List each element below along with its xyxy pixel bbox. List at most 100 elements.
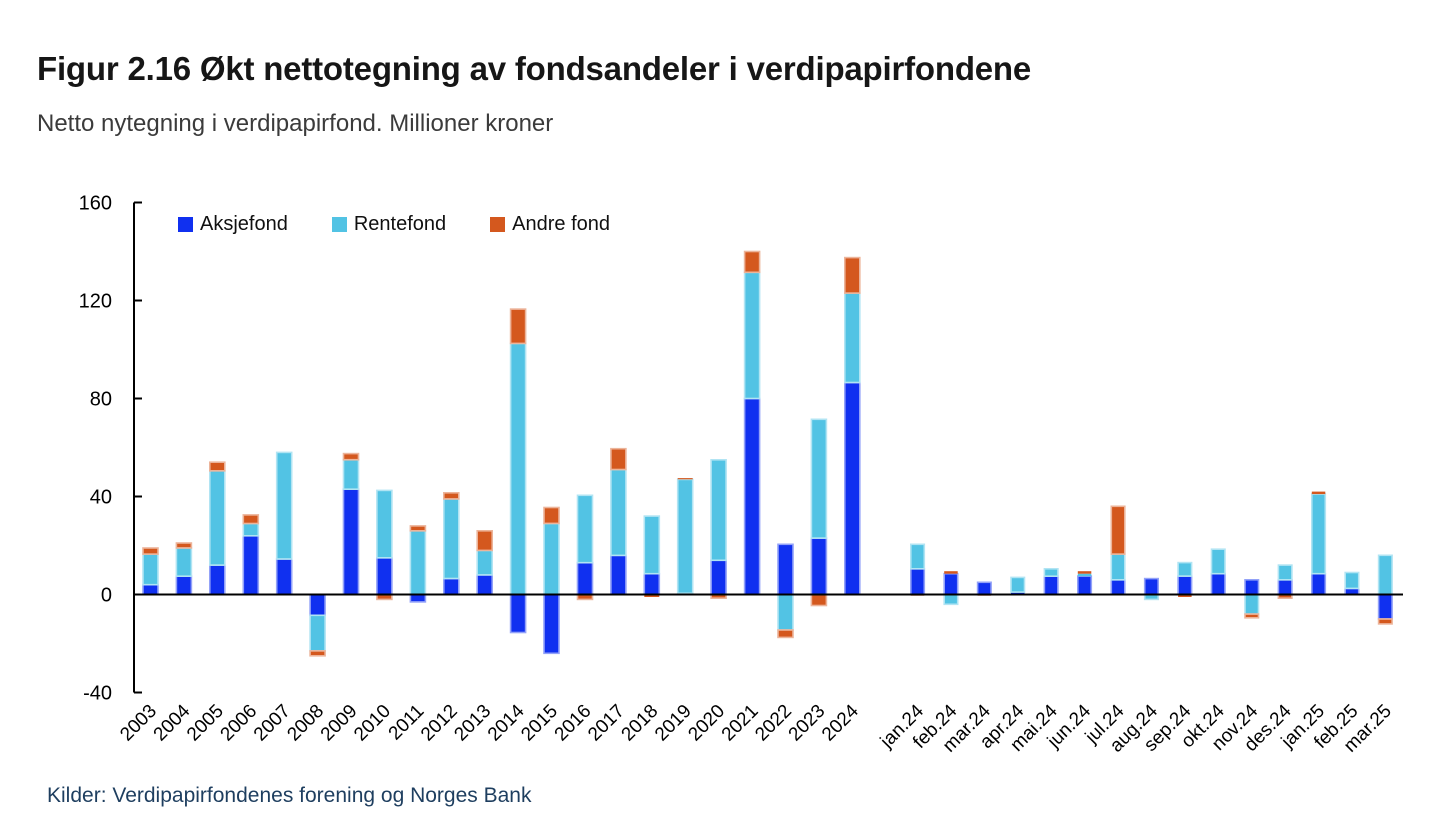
- bar-2009-andre-fond: [342, 452, 360, 461]
- x-label-2018: 2018: [618, 701, 663, 746]
- x-label-2022: 2022: [751, 701, 796, 746]
- bar-2020-aksjefond: [710, 559, 727, 596]
- bar-jan.25-rentefond: [1311, 493, 1327, 575]
- x-label-2006: 2006: [217, 701, 262, 746]
- x-label-2012: 2012: [417, 701, 462, 746]
- bar-nov.24-andre-fond: [1244, 613, 1260, 619]
- bar-2023-rentefond: [810, 418, 828, 539]
- y-label-80: 80: [90, 389, 112, 411]
- x-label-2010: 2010: [350, 701, 395, 746]
- bar-2022-andre-fond: [777, 629, 794, 639]
- bar-2014-andre-fond: [509, 308, 527, 345]
- bar-2021-andre-fond: [743, 250, 761, 274]
- bar-2004-andre-fond: [175, 542, 193, 549]
- x-label-2017: 2017: [584, 701, 629, 746]
- bar-2013-rentefond: [476, 549, 494, 576]
- bar-jun.24-aksjefond: [1077, 575, 1093, 596]
- legend-label-rentefond: Rentefond: [353, 213, 447, 235]
- legend-item-rentefond: Rentefond: [331, 213, 447, 236]
- bar-mai.24-aksjefond: [1043, 575, 1059, 596]
- bar-okt.24-rentefond: [1210, 548, 1226, 575]
- bar-jan.24-aksjefond: [909, 567, 926, 596]
- bar-2008-andre-fond: [309, 650, 326, 657]
- bar-sep.24-rentefond: [1177, 561, 1193, 577]
- x-label-2013: 2013: [450, 701, 495, 746]
- x-label-2007: 2007: [250, 701, 295, 746]
- bar-2016-rentefond: [576, 494, 594, 564]
- bar-2007-rentefond: [275, 451, 293, 560]
- x-label-2005: 2005: [183, 701, 228, 746]
- bar-jan.25-aksjefond: [1311, 572, 1327, 596]
- bar-2003-rentefond: [142, 553, 159, 586]
- bar-jun.24-rentefond: [1077, 573, 1092, 577]
- bar-2019-rentefond: [676, 478, 694, 595]
- y-label-120: 120: [79, 291, 112, 313]
- bar-2018-aksjefond: [643, 572, 661, 596]
- legend-label-andre-fond: Andre fond: [512, 213, 610, 235]
- bar-2021-rentefond: [743, 271, 761, 400]
- bar-mar.24-aksjefond: [976, 581, 992, 596]
- bar-2003-aksjefond: [142, 583, 159, 596]
- x-label-2021: 2021: [718, 701, 763, 746]
- x-label-2020: 2020: [684, 701, 729, 746]
- bar-mar.25-aksjefond: [1377, 593, 1393, 620]
- bar-2006-andre-fond: [242, 514, 260, 525]
- bar-2004-rentefond: [175, 547, 193, 578]
- bar-mar.25-andre-fond: [1377, 618, 1393, 625]
- bar-jun.24-andre-fond: [1077, 571, 1092, 574]
- bar-2015-rentefond: [543, 522, 560, 596]
- bar-jan.25-andre-fond: [1311, 491, 1326, 495]
- legend-swatch-rentefond: [331, 217, 347, 232]
- bar-2017-rentefond: [610, 468, 627, 557]
- bar-2005-rentefond: [209, 469, 226, 566]
- x-label-2023: 2023: [785, 701, 830, 746]
- bar-apr.24-aksjefond: [1011, 592, 1025, 595]
- bar-2008-aksjefond: [309, 593, 326, 617]
- bar-2022-aksjefond: [777, 543, 794, 596]
- legend-label-aksjefond: Aksjefond: [200, 213, 288, 235]
- bar-feb.25-rentefond: [1344, 571, 1360, 590]
- bar-2004-aksjefond: [175, 575, 193, 596]
- bar-2012-andre-fond: [442, 491, 460, 500]
- bar-mai.24-rentefond: [1043, 567, 1059, 577]
- legend-item-aksjefond: Aksjefond: [178, 213, 288, 236]
- bar-2024-andre-fond: [843, 256, 861, 294]
- bar-2018-andre-fond: [644, 594, 660, 597]
- bar-2008-rentefond: [309, 614, 326, 652]
- bar-2005-aksjefond: [209, 564, 226, 596]
- bar-nov.24-rentefond: [1244, 593, 1260, 615]
- bar-2023-andre-fond: [810, 593, 828, 607]
- bar-2005-andre-fond: [209, 461, 226, 472]
- y-label-40: 40: [90, 487, 112, 509]
- bar-mar.25-rentefond: [1377, 554, 1393, 596]
- bar-2003-andre-fond: [142, 547, 159, 555]
- bar-sep.24-aksjefond: [1177, 575, 1193, 596]
- bar-2015-andre-fond: [543, 506, 560, 525]
- bar-2023-aksjefond: [810, 537, 828, 596]
- bar-2011-aksjefond: [409, 593, 427, 603]
- chart-subtitle: Netto nytegning i verdipapirfond. Millio…: [37, 110, 554, 137]
- bar-2015-aksjefond: [543, 593, 560, 655]
- legend-item-andre-fond: Andre fond: [490, 213, 610, 236]
- legend-swatch-andre-fond: [490, 217, 506, 232]
- bar-jul.24-rentefond: [1110, 553, 1126, 581]
- bar-sep.24-andre-fond: [1178, 594, 1192, 597]
- y-label-160: 160: [79, 193, 112, 215]
- bar-2006-aksjefond: [242, 534, 260, 596]
- bar-des.24-rentefond: [1277, 564, 1293, 581]
- bar-2014-aksjefond: [509, 593, 527, 634]
- bar-okt.24-aksjefond: [1210, 572, 1226, 596]
- x-label-2008: 2008: [283, 701, 328, 746]
- bar-2012-rentefond: [442, 498, 460, 580]
- bar-2021-aksjefond: [743, 397, 761, 596]
- x-label-2009: 2009: [317, 701, 362, 746]
- bar-2020-rentefond: [710, 458, 727, 562]
- bar-2009-rentefond: [342, 458, 360, 490]
- y-label-0: 0: [101, 585, 112, 607]
- x-label-2024: 2024: [818, 700, 863, 745]
- bar-2024-rentefond: [843, 292, 861, 384]
- y-label--40: -40: [83, 683, 112, 705]
- bar-2018-rentefond: [643, 515, 661, 575]
